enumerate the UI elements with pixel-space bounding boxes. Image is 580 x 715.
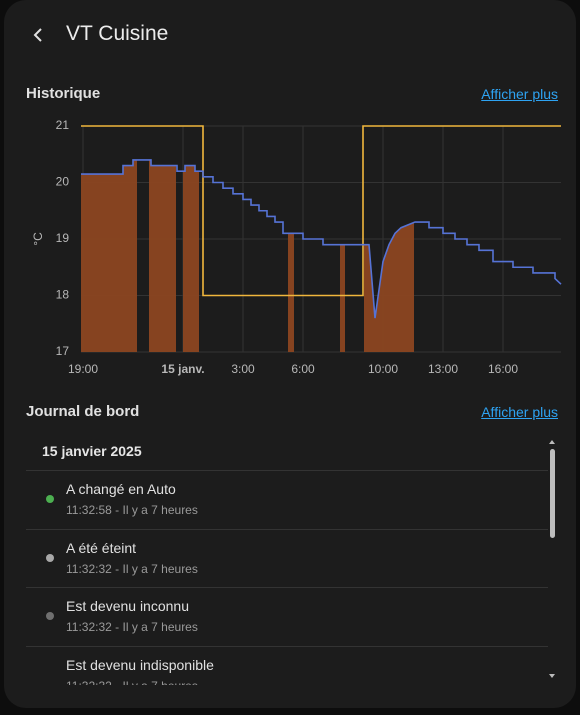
heating-area xyxy=(340,244,345,352)
entry-message[interactable]: Est devenu indisponible xyxy=(66,656,214,673)
separator xyxy=(26,528,548,530)
history-more-link[interactable]: Afficher plus xyxy=(481,86,558,102)
scroll-down[interactable] xyxy=(547,671,557,681)
y-tick-label: 18 xyxy=(56,288,70,302)
x-tick-label: 16:00 xyxy=(488,362,518,376)
x-tick-label: 19:00 xyxy=(68,362,98,376)
x-tick-label: 10:00 xyxy=(368,362,398,376)
heating-area xyxy=(81,159,137,352)
logbook-date: 15 janvier 2025 xyxy=(42,443,142,459)
y-tick-label: 19 xyxy=(56,231,70,245)
separator xyxy=(26,470,548,471)
heating-area xyxy=(288,233,294,352)
section-title: Journal de bord xyxy=(26,403,140,420)
entry-time: 11:32:32 - Il y a 7 heures xyxy=(66,679,198,686)
series-line xyxy=(81,125,561,297)
entry-time: 11:32:58 - Il y a 7 heures xyxy=(66,503,198,517)
logbook-list: 15 janvier 2025 A changé en Auto 11:32:58… xyxy=(26,433,548,685)
entry-message[interactable]: Est devenu inconnu xyxy=(66,598,189,614)
x-tick-label: 15 janv. xyxy=(161,362,204,376)
separator xyxy=(26,587,548,588)
entry-message[interactable]: A changé en Auto xyxy=(66,481,176,497)
section-title: Historique xyxy=(26,85,101,102)
entry-time: 11:32:32 - Il y a 7 heures xyxy=(66,561,198,576)
dialog-title: VT Cuisine xyxy=(66,22,169,45)
x-tick-label: 3:00 xyxy=(231,362,255,376)
y-axis-label: °C xyxy=(31,232,45,246)
dialog: VT Cuisine Historique Afficher plus 17 18… xyxy=(4,0,576,708)
y-tick-label: 20 xyxy=(56,175,70,189)
scroll-up[interactable] xyxy=(547,437,557,447)
heating-area xyxy=(364,222,414,352)
series-line xyxy=(81,159,562,319)
scrollbar-thumb[interactable] xyxy=(550,449,555,538)
y-tick-label: 21 xyxy=(56,118,70,132)
separator xyxy=(26,645,548,647)
logbook-more-link[interactable]: Afficher plus xyxy=(481,404,558,420)
status-dot xyxy=(46,553,54,562)
entry-time: 11:32:32 - Il y a 7 heures xyxy=(66,620,198,634)
heating-area xyxy=(183,165,199,352)
x-tick-label: 13:00 xyxy=(428,362,458,376)
status-dot xyxy=(46,495,54,503)
heating-area xyxy=(149,159,176,352)
entry-message[interactable]: A été éteint xyxy=(66,539,137,556)
history-chart: 17 18 19 20 21 19:00 15 janv. 3:00 6:00 10:00 13:0… xyxy=(31,118,562,376)
back-button[interactable] xyxy=(30,27,46,43)
y-tick-label: 17 xyxy=(56,344,70,358)
x-tick-label: 6:00 xyxy=(291,362,315,376)
status-dot xyxy=(46,612,54,620)
